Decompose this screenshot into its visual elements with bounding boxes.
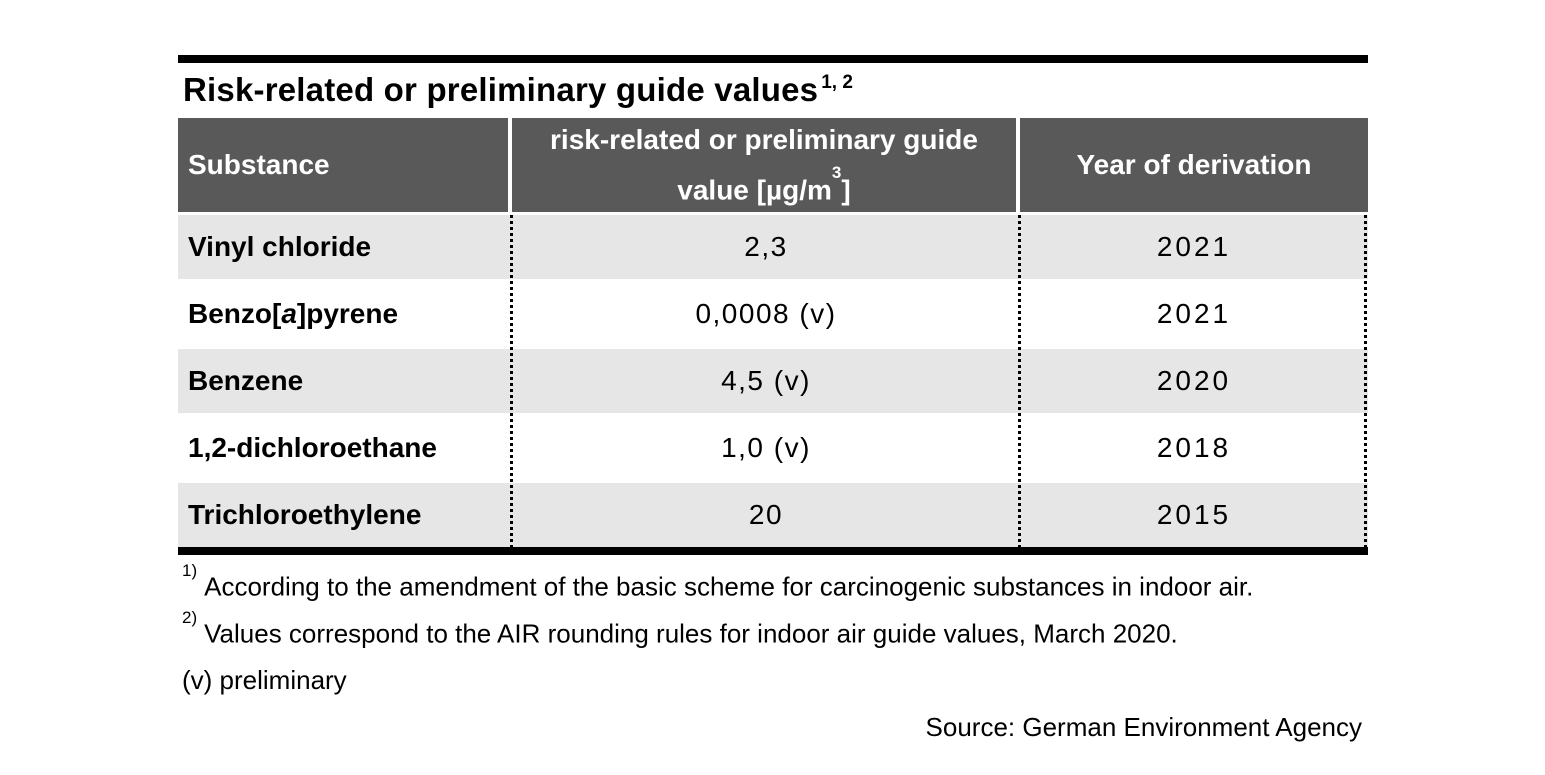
cell-substance: Vinyl chloride — [188, 231, 372, 262]
cell-guide-value: 0,0008 (v) — [695, 298, 837, 329]
table-right-edge-dotted — [1364, 215, 1367, 547]
footnote-2-text: Values correspond to the AIR rounding ru… — [204, 618, 1178, 649]
figure-title: Risk-related or preliminary guide values — [183, 71, 819, 108]
cell-substance: Benzene — [188, 365, 304, 396]
footnote-2-marker: 2) — [182, 608, 198, 627]
cell-substance: 1,2-dichloroethane — [188, 432, 437, 463]
table-header-row: Substance risk-related or preliminary gu… — [178, 118, 1368, 212]
footnote-1-marker: 1) — [182, 561, 198, 580]
source-attribution: Source: German Environment Agency — [925, 712, 1362, 742]
table-row: Benzene 4,5 (v) 2020 — [178, 349, 1368, 413]
column-header-guide-value-line1: risk-related or preliminary guide — [550, 123, 978, 155]
table-row: Benzo[a ]pyrene 0,0008 (v) 2021 — [178, 282, 1368, 346]
cell-year: 2020 — [1156, 365, 1232, 396]
cell-substance: Trichloroethylene — [188, 499, 422, 530]
column-header-year: Year of derivation — [1020, 118, 1368, 212]
table-row: Vinyl chloride 2,3 2021 — [178, 215, 1368, 279]
figure-title-row: Risk-related or preliminary guide values… — [178, 63, 1368, 118]
cell-guide-value: 1,0 (v) — [721, 432, 811, 463]
guide-values-figure: Risk-related or preliminary guide values… — [178, 55, 1368, 743]
top-rule — [178, 55, 1368, 63]
cell-substance: Benzo[a ]pyrene — [188, 298, 399, 329]
cell-guide-value: 4,5 (v) — [721, 365, 811, 396]
table-row: Trichloroethylene 20 2015 — [178, 483, 1368, 547]
column-divider-dotted — [510, 215, 513, 547]
cell-year: 2021 — [1156, 231, 1232, 262]
column-divider-dotted — [1018, 215, 1021, 547]
bottom-rule — [178, 547, 1368, 555]
cell-year: 2021 — [1156, 298, 1232, 329]
column-header-guide-value-line2: value [µg/m3] — [677, 162, 851, 206]
cell-year: 2015 — [1156, 499, 1232, 530]
footnote-2: 2) Values correspond to the AIR rounding … — [182, 608, 1368, 650]
figure-title-footnote-markers: 1, 2 — [821, 72, 853, 93]
column-header-substance: Substance — [178, 118, 512, 212]
column-header-guide-value: risk-related or preliminary guide value … — [512, 118, 1020, 212]
cell-guide-value: 2,3 — [744, 231, 788, 262]
cell-year: 2018 — [1156, 432, 1232, 463]
footnote-1: 1) According to the amendment of the basi… — [182, 561, 1368, 603]
cell-guide-value: 20 — [748, 499, 784, 530]
footnote-1-text: According to the amendment of the basic … — [204, 571, 1254, 602]
footnote-preliminary: (v) preliminary — [182, 665, 1368, 697]
footnote-preliminary-text: (v) preliminary — [182, 665, 347, 695]
table-row: 1,2-dichloroethane 1,0 (v) 2018 — [178, 416, 1368, 480]
cubic-superscript: 3 — [831, 162, 842, 182]
footnotes-block: 1) According to the amendment of the basi… — [178, 561, 1368, 697]
table-body: Vinyl chloride 2,3 2021 Benzo[a ]pyrene … — [178, 215, 1368, 547]
